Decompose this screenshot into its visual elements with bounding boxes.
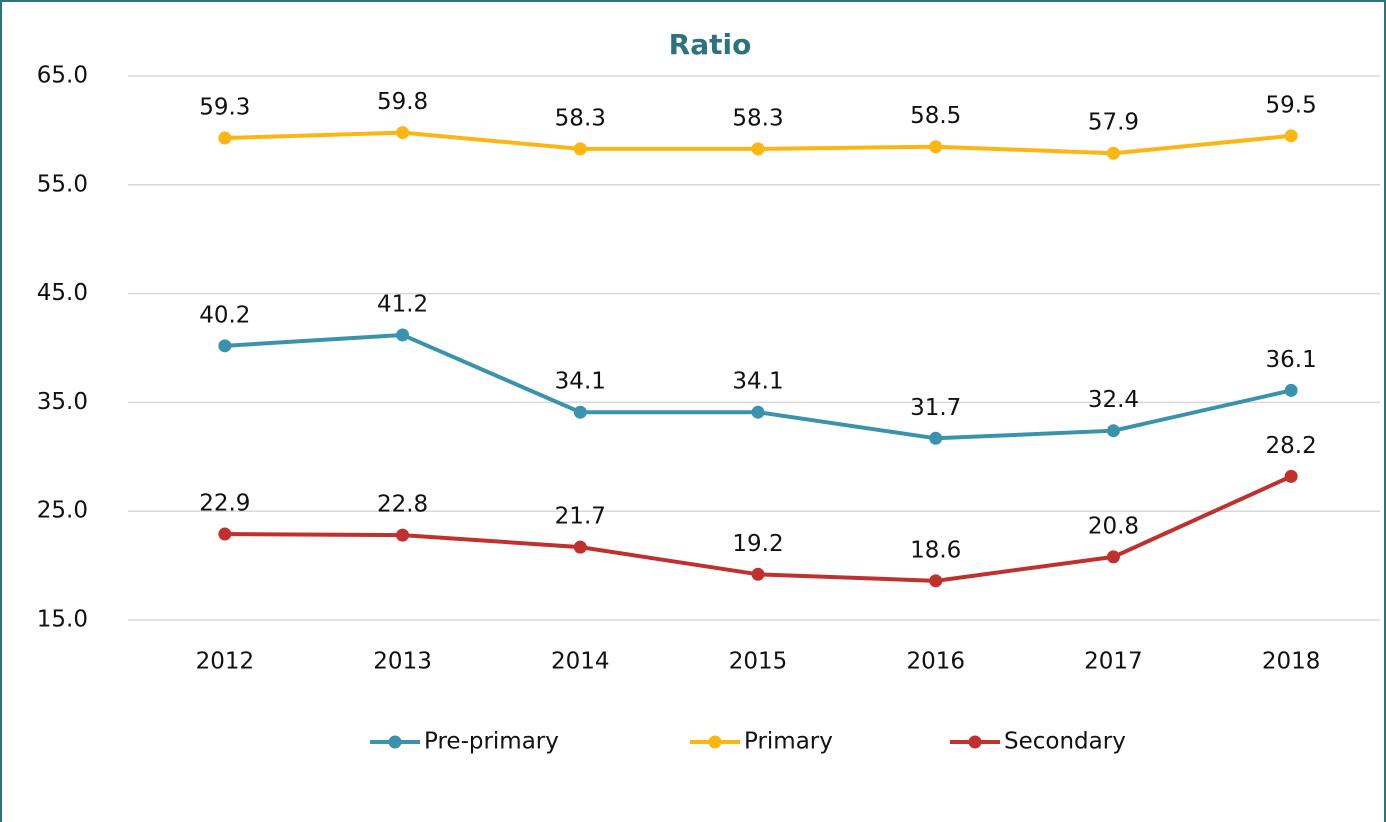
legend-label: Pre-primary bbox=[424, 729, 559, 755]
x-tick-label: 2016 bbox=[906, 649, 965, 675]
y-tick-label: 65.0 bbox=[37, 63, 88, 89]
y-tick-label: 45.0 bbox=[37, 280, 88, 306]
data-label: 59.8 bbox=[377, 89, 428, 115]
x-tick-label: 2017 bbox=[1084, 649, 1143, 675]
point bbox=[751, 142, 765, 156]
legend-marker bbox=[708, 735, 722, 749]
point bbox=[218, 339, 232, 353]
legend-label: Secondary bbox=[1004, 729, 1126, 755]
x-tick-label: 2013 bbox=[373, 649, 432, 675]
y-tick-label: 35.0 bbox=[37, 389, 88, 415]
data-label: 58.3 bbox=[732, 105, 783, 131]
point bbox=[573, 405, 587, 419]
data-label: 28.2 bbox=[1266, 433, 1317, 459]
data-label: 57.9 bbox=[1088, 110, 1139, 136]
point bbox=[1284, 383, 1298, 397]
point bbox=[396, 528, 410, 542]
point bbox=[1284, 469, 1298, 483]
point bbox=[929, 574, 943, 588]
point bbox=[751, 567, 765, 581]
x-tick-label: 2018 bbox=[1262, 649, 1321, 675]
point bbox=[573, 142, 587, 156]
legend-marker bbox=[968, 735, 982, 749]
data-label: 58.5 bbox=[910, 103, 961, 129]
point bbox=[929, 431, 943, 445]
x-tick-label: 2014 bbox=[551, 649, 610, 675]
legend-label: Primary bbox=[744, 729, 833, 755]
data-label: 19.2 bbox=[732, 531, 783, 557]
legend-marker bbox=[388, 735, 402, 749]
data-label: 18.6 bbox=[910, 537, 961, 563]
data-label: 59.5 bbox=[1266, 92, 1317, 118]
data-label: 34.1 bbox=[732, 369, 783, 395]
point bbox=[573, 540, 587, 554]
y-tick-label: 55.0 bbox=[37, 171, 88, 197]
data-label: 21.7 bbox=[555, 504, 606, 530]
point bbox=[929, 140, 943, 154]
point bbox=[1106, 424, 1120, 438]
x-tick-label: 2012 bbox=[196, 649, 255, 675]
point bbox=[396, 126, 410, 140]
data-label: 31.7 bbox=[910, 395, 961, 421]
data-label: 36.1 bbox=[1266, 347, 1317, 373]
data-label: 58.3 bbox=[555, 105, 606, 131]
data-label: 40.2 bbox=[199, 302, 250, 328]
data-label: 34.1 bbox=[555, 369, 606, 395]
point bbox=[218, 131, 232, 145]
data-label: 22.9 bbox=[199, 491, 250, 517]
data-label: 41.2 bbox=[377, 291, 428, 317]
data-label: 32.4 bbox=[1088, 387, 1139, 413]
point bbox=[218, 527, 232, 541]
x-tick-label: 2015 bbox=[729, 649, 788, 675]
data-label: 59.3 bbox=[199, 95, 250, 121]
point bbox=[1284, 129, 1298, 143]
point bbox=[1106, 146, 1120, 160]
point bbox=[396, 328, 410, 342]
chart-title: Ratio bbox=[669, 28, 752, 61]
y-tick-label: 15.0 bbox=[37, 607, 88, 633]
point bbox=[1106, 550, 1120, 564]
data-label: 20.8 bbox=[1088, 513, 1139, 539]
y-tick-label: 25.0 bbox=[37, 498, 88, 524]
data-label: 22.8 bbox=[377, 492, 428, 518]
point bbox=[751, 405, 765, 419]
